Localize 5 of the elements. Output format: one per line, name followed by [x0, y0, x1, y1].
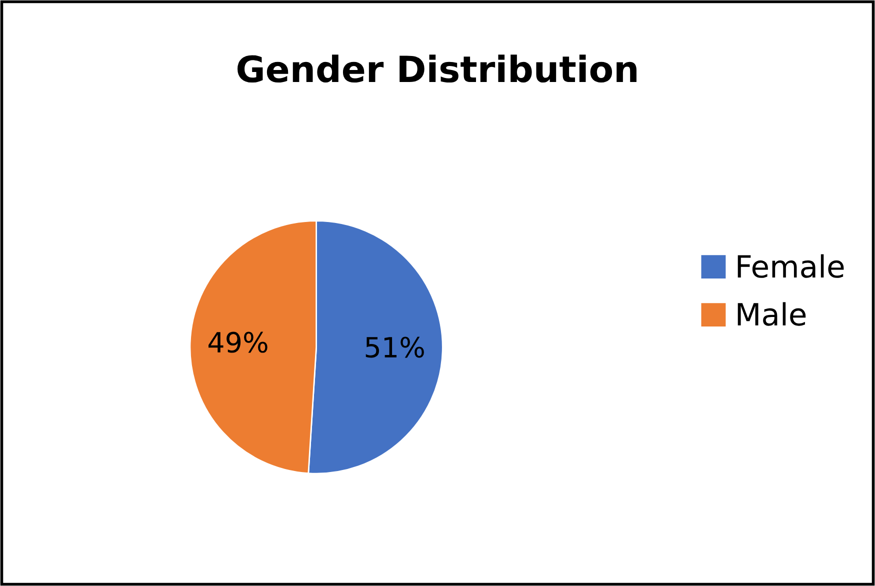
- data-label: 49%: [208, 332, 268, 353]
- legend-label: Female: [738, 254, 844, 278]
- legend-label: Male: [738, 302, 806, 326]
- data-label: 51%: [366, 336, 424, 358]
- chart-title: Gender Distribution: [238, 54, 636, 83]
